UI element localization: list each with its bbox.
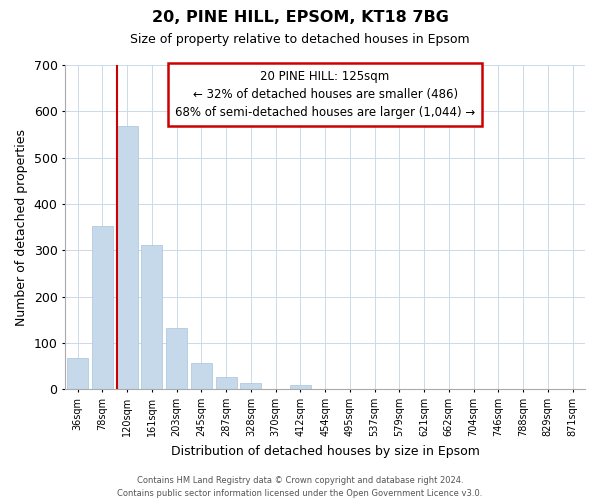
Text: Contains HM Land Registry data © Crown copyright and database right 2024.
Contai: Contains HM Land Registry data © Crown c… [118,476,482,498]
Text: Size of property relative to detached houses in Epsom: Size of property relative to detached ho… [130,32,470,46]
Bar [241,382,262,389]
Bar [191,363,212,389]
Y-axis label: Number of detached properties: Number of detached properties [15,128,28,326]
Bar [92,226,113,389]
X-axis label: Distribution of detached houses by size in Epsom: Distribution of detached houses by size … [170,444,479,458]
Bar [67,358,88,389]
Bar [116,126,137,389]
Bar [290,384,311,389]
Bar [142,244,163,389]
Bar [215,376,236,389]
Bar [166,328,187,389]
Text: 20, PINE HILL, EPSOM, KT18 7BG: 20, PINE HILL, EPSOM, KT18 7BG [152,10,448,25]
Text: 20 PINE HILL: 125sqm
← 32% of detached houses are smaller (486)
68% of semi-deta: 20 PINE HILL: 125sqm ← 32% of detached h… [175,70,475,119]
